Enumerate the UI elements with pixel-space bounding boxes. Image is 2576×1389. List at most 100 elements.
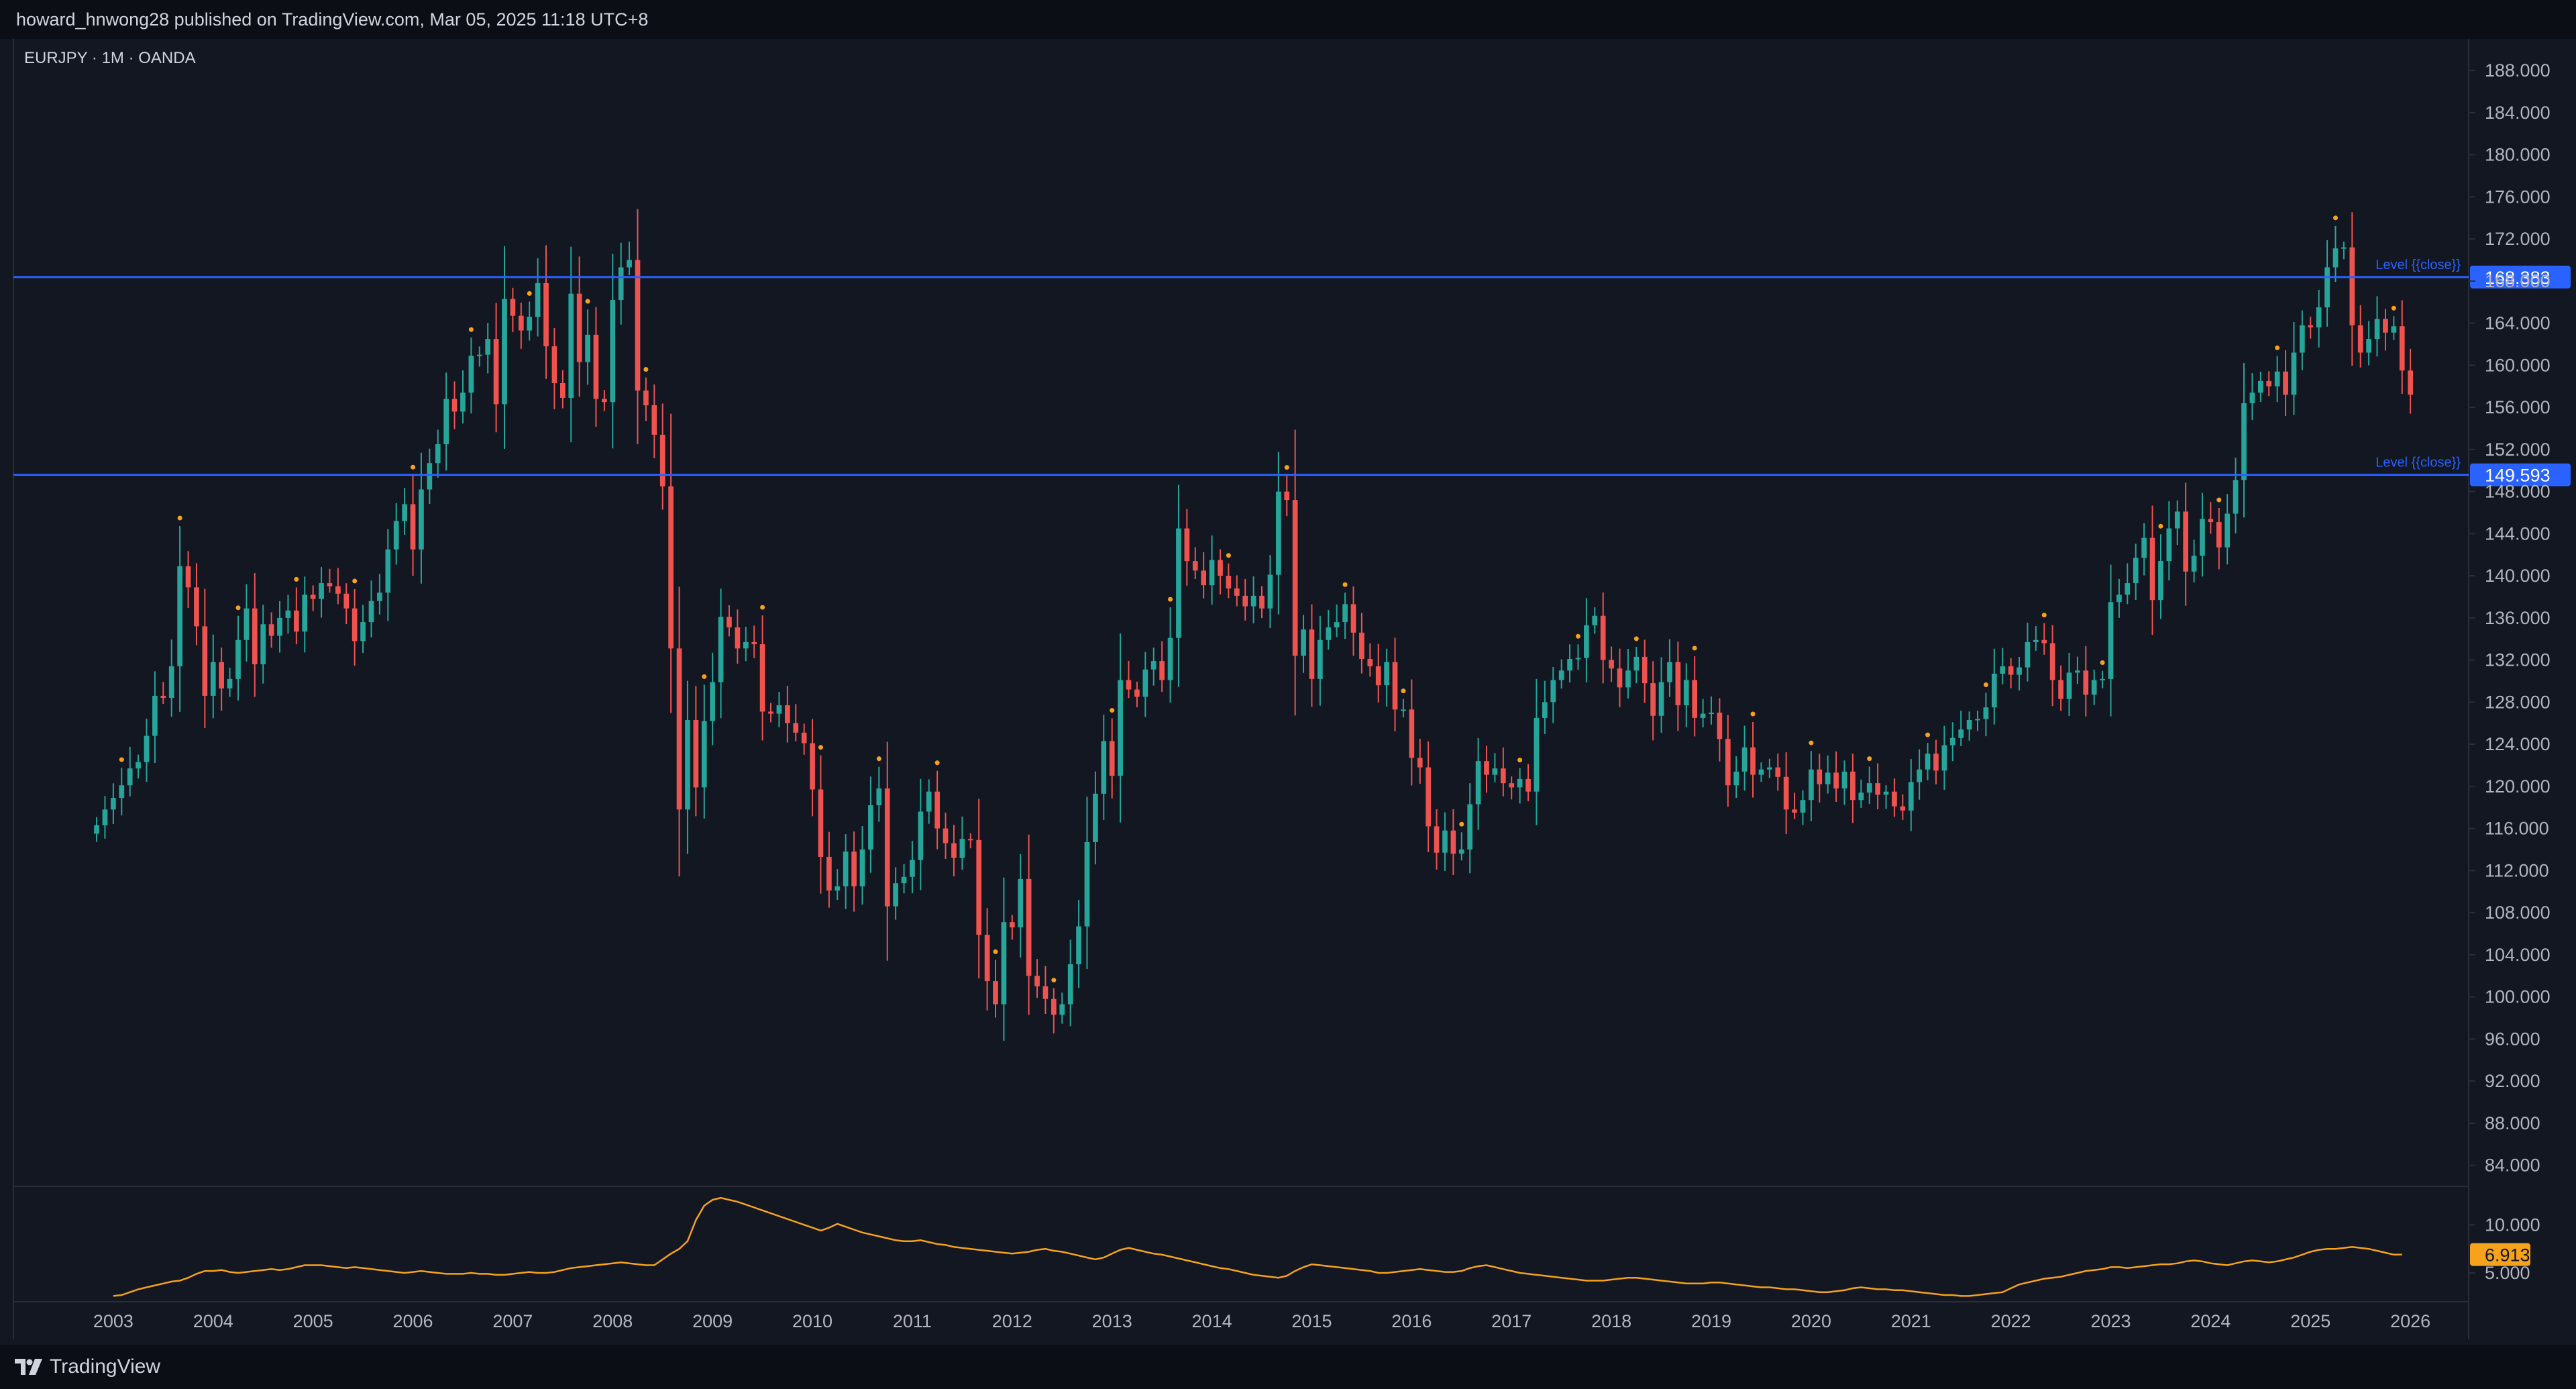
candle-body bbox=[2399, 326, 2405, 371]
signal-dot bbox=[1401, 688, 1406, 694]
candle-body bbox=[268, 624, 274, 636]
candle-body bbox=[967, 839, 973, 841]
tradingview-logo[interactable]: TradingView bbox=[15, 1355, 160, 1378]
candle-body bbox=[1042, 986, 1049, 999]
price-tick-label: 100.000 bbox=[2485, 987, 2551, 1007]
candle-body bbox=[2166, 528, 2172, 562]
candle-body bbox=[2174, 511, 2180, 529]
candle-body bbox=[1142, 669, 1148, 697]
candle-body bbox=[1717, 713, 1723, 739]
candle-body bbox=[843, 852, 849, 886]
candle-body bbox=[576, 293, 582, 362]
signal-dot bbox=[352, 578, 358, 584]
signal-dot bbox=[527, 291, 532, 296]
signal-dot bbox=[1051, 978, 1057, 983]
candle-body bbox=[1758, 769, 1764, 775]
candle-body bbox=[2266, 380, 2272, 387]
candle-body bbox=[1633, 656, 1640, 671]
signal-dot bbox=[411, 464, 416, 470]
price-tick-label: 108.000 bbox=[2485, 903, 2551, 923]
candle-body bbox=[2274, 371, 2280, 387]
candle-body bbox=[160, 695, 166, 699]
candle-body bbox=[1076, 926, 1081, 964]
price-tick-label: 88.000 bbox=[2485, 1113, 2540, 1133]
candle-body bbox=[1059, 1004, 1065, 1015]
candle-body bbox=[835, 886, 841, 891]
time-tick-label: 2024 bbox=[2190, 1311, 2231, 1331]
price-chart[interactable]: Level {{close}} 168.383 Level {{close}} 149… bbox=[0, 39, 2576, 1345]
candle-body bbox=[235, 639, 241, 679]
candle-body bbox=[111, 798, 116, 810]
candle-body bbox=[527, 317, 533, 331]
candle-body bbox=[2017, 667, 2022, 675]
price-tick-label: 84.000 bbox=[2485, 1155, 2540, 1176]
candle-body bbox=[293, 610, 299, 632]
candle-body bbox=[102, 809, 108, 825]
candle-body bbox=[319, 583, 324, 599]
price-tick-label: 124.000 bbox=[2485, 734, 2551, 754]
candle-body bbox=[1509, 783, 1515, 788]
candle-body bbox=[2208, 519, 2214, 523]
candle-body bbox=[152, 695, 158, 736]
candle-body bbox=[859, 849, 865, 886]
candle-body bbox=[94, 825, 99, 834]
candle-body bbox=[1067, 964, 1073, 1005]
candle-body bbox=[1426, 767, 1431, 827]
candle-body bbox=[1592, 615, 1598, 625]
candle-body bbox=[177, 566, 182, 667]
candle-body bbox=[826, 856, 832, 891]
candle-body bbox=[468, 356, 474, 393]
candle-body bbox=[1218, 560, 1223, 576]
candle-body bbox=[1991, 673, 1997, 708]
price-tick-label: 120.000 bbox=[2485, 776, 2551, 796]
candle-body bbox=[343, 593, 350, 609]
candle-body bbox=[2224, 513, 2231, 548]
candle-body bbox=[1517, 778, 1523, 788]
time-tick-label: 2016 bbox=[1391, 1311, 1432, 1331]
candle-body bbox=[1492, 768, 1498, 775]
candle-body bbox=[2316, 307, 2322, 327]
candle-body bbox=[1118, 680, 1123, 776]
candle-body bbox=[2391, 326, 2397, 333]
candle-body bbox=[1318, 639, 1323, 679]
candle-body bbox=[360, 622, 366, 641]
candle-body bbox=[1941, 745, 1947, 771]
signal-dot bbox=[2216, 497, 2222, 503]
candle-body bbox=[2332, 248, 2339, 268]
candle-body bbox=[510, 299, 516, 316]
candle-body bbox=[2366, 339, 2371, 353]
candle-body bbox=[943, 828, 949, 843]
candle-body bbox=[1267, 574, 1273, 609]
signal-dot bbox=[1692, 646, 1697, 651]
candle-body bbox=[2200, 519, 2205, 556]
price-tick-label: 164.000 bbox=[2485, 313, 2551, 333]
candle-body bbox=[2233, 480, 2239, 514]
candle-body bbox=[1900, 806, 1906, 811]
candle-body bbox=[327, 583, 333, 586]
candle-body bbox=[1983, 707, 1989, 719]
signal-dot bbox=[1342, 582, 1348, 587]
candle-body bbox=[2383, 319, 2388, 333]
candle-body bbox=[1883, 791, 1889, 795]
candle-body bbox=[127, 768, 133, 786]
time-tick-label: 2017 bbox=[1491, 1311, 1532, 1331]
candle-body bbox=[884, 788, 890, 907]
price-tick-label: 96.000 bbox=[2485, 1029, 2540, 1049]
signal-dot bbox=[934, 760, 940, 766]
candle-body bbox=[1609, 660, 1614, 669]
candle-body bbox=[1392, 662, 1398, 710]
signal-dot bbox=[702, 674, 707, 679]
candle-body bbox=[1134, 689, 1140, 697]
candle-body bbox=[1084, 842, 1090, 927]
price-axis: 188.000 184.000 180.000 176.000 172.000 168.0… bbox=[2469, 60, 2551, 1176]
tradingview-logo-icon bbox=[15, 1359, 42, 1375]
indicator-tick-label: 10.000 bbox=[2485, 1215, 2540, 1235]
time-tick-label: 2025 bbox=[2290, 1311, 2330, 1331]
candle-body bbox=[2091, 680, 2097, 695]
time-tick-label: 2004 bbox=[193, 1311, 233, 1331]
candle-body bbox=[518, 315, 524, 331]
price-tick-label: 188.000 bbox=[2485, 60, 2551, 81]
candle-body bbox=[2058, 680, 2063, 699]
candle-body bbox=[851, 852, 857, 886]
time-tick-label: 2008 bbox=[592, 1311, 633, 1331]
